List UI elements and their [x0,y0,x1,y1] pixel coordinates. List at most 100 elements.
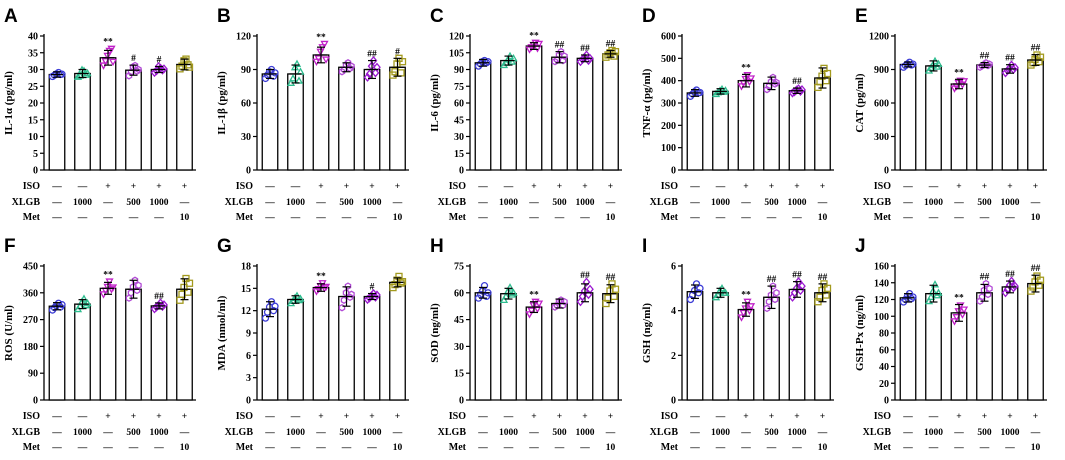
y-axis-label: MDA (nmol/ml) [216,295,228,370]
treatment-label: XLGB [12,197,41,208]
treatment-value: — [689,213,700,223]
treatment-value: — [477,182,488,192]
data-point [271,69,279,77]
treatment-label: XLGB [438,427,467,438]
data-point [794,277,803,287]
panel-letter: H [430,236,444,257]
treatment-label: Met [449,442,467,453]
data-point [771,80,779,88]
treatment-label: Met [874,212,892,223]
y-tick-label: 40 [879,362,889,373]
treatment-value: — [341,213,352,223]
treatment-value: + [156,182,161,192]
treatment-value: 500 [126,198,141,208]
treatment-value: — [715,443,726,453]
treatment-value: 10 [180,443,190,453]
treatment-value: 10 [1031,213,1041,223]
data-point [739,309,748,318]
y-tick-label: 3 [246,373,251,384]
treatment-value: — [605,428,616,438]
y-tick-label: 75 [454,82,464,93]
data-point [54,68,63,77]
significance-mark: ** [316,33,326,43]
treatment-value: — [902,412,913,422]
bar [150,305,168,401]
data-point [338,67,346,76]
data-point [527,307,536,316]
bar [976,64,993,171]
y-axis-label: IL-1α (pg/ml) [3,71,15,135]
data-point [934,288,943,296]
bar [176,63,193,171]
significance-mark: ** [741,63,751,73]
y-axis-label: GSH (ng/ml) [641,303,653,364]
treatment-value: — [554,443,565,453]
treatment-label: Met [236,442,254,453]
treatment-value: — [1004,213,1015,223]
significance-mark: ** [529,291,539,301]
treatment-value: 10 [606,443,616,453]
data-point [551,303,559,311]
panel-letter: F [4,236,16,257]
y-tick-label: 600 [661,32,676,43]
y-tick-label: 15 [454,369,464,380]
bar [125,288,142,401]
treatment-value: — [102,198,113,208]
treatment-label: Met [449,212,467,223]
significance-mark: ## [1031,44,1041,54]
significance-mark: ## [606,273,616,283]
treatment-value: — [528,443,539,453]
y-tick-label: 0 [671,396,676,407]
treatment-value: + [105,182,110,192]
treatment-value: — [503,443,514,453]
data-point [1001,288,1010,298]
data-point [737,314,746,322]
panel-E: E 0 300 600 900 1200 CAT (pg/ml) ** ## ## ## ISO — — +… [854,6,1047,223]
treatment-value: 500 [339,198,354,208]
treatment-value: — [290,182,301,192]
data-point [509,288,518,296]
data-point [156,298,165,308]
data-point [771,295,779,304]
y-tick-label: 0 [459,166,464,177]
y-tick-label: 0 [33,166,38,177]
bar [737,80,755,171]
bar [814,77,831,171]
data-point [534,300,544,308]
treatment-value: — [503,213,514,223]
treatment-label: Met [23,442,41,453]
data-point [125,294,133,302]
bar [1027,59,1044,171]
data-point [976,63,984,72]
data-point [823,284,832,292]
data-point [371,68,380,78]
bar [950,312,968,401]
treatment-value: — [51,198,62,208]
significance-mark: ## [580,44,590,54]
treatment-value: 1000 [711,428,730,438]
panel-F: F 0 90 180 270 360 450 ROS (U/ml) ** ## ISO — — + + + + X… [3,236,196,453]
data-point [763,304,771,313]
data-point [551,57,559,66]
significance-mark: ** [741,291,751,301]
significance-mark: ## [1005,270,1015,280]
bar [500,59,517,171]
treatment-value: + [156,412,161,422]
y-tick-label: 120 [236,32,251,43]
data-point [398,58,407,66]
bar [788,288,806,401]
treatment-value: 500 [764,428,779,438]
treatment-value: — [528,428,539,438]
data-point [288,74,298,82]
treatment-value: + [131,182,136,192]
treatment-value: — [689,443,700,453]
y-tick-label: 6 [671,262,676,273]
y-tick-label: 6 [246,351,251,362]
data-point [924,296,934,305]
treatment-value: — [51,412,62,422]
y-tick-label: 300 [874,132,889,143]
data-point [344,282,352,290]
data-point [557,47,565,56]
treatment-value: — [503,182,514,192]
